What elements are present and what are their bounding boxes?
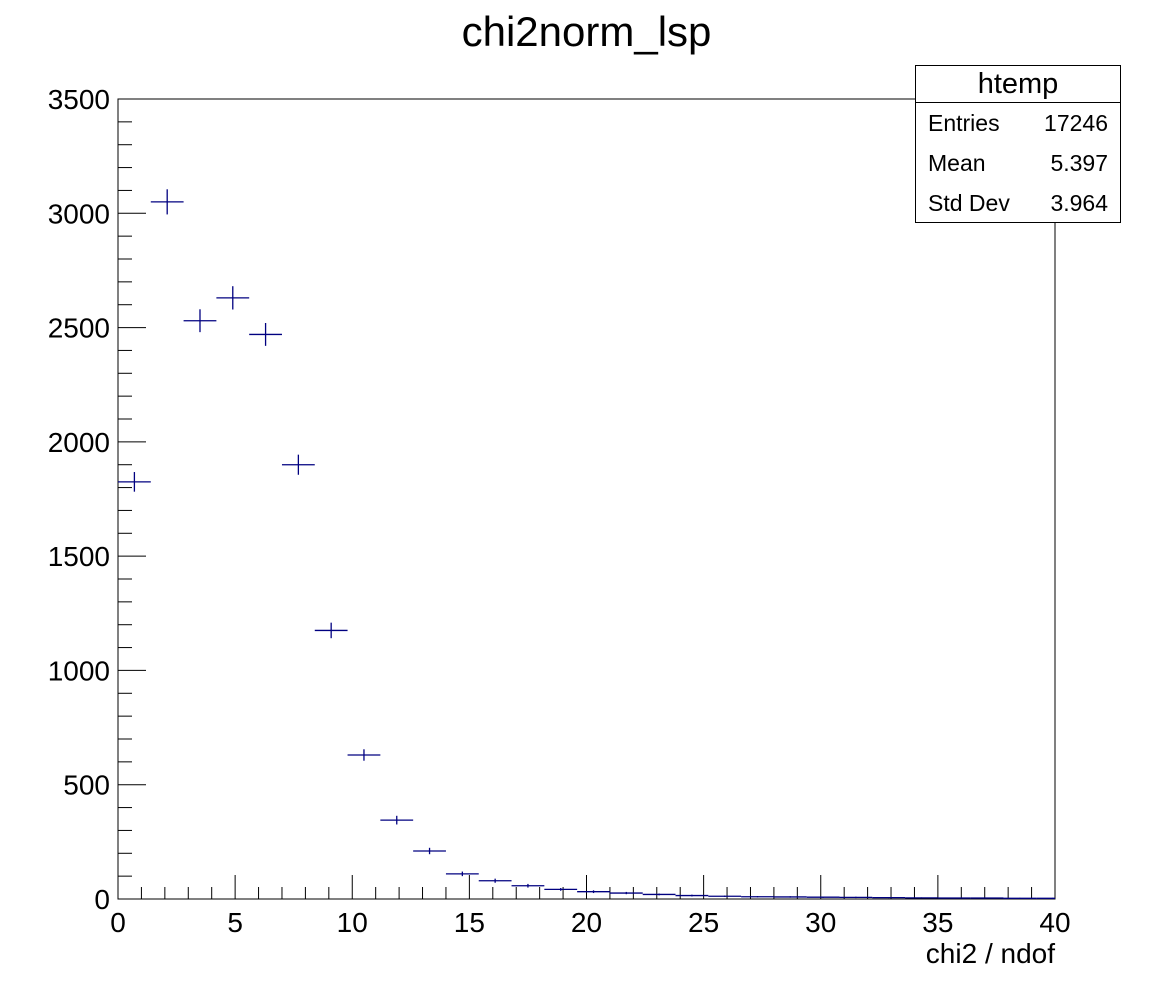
stats-row-stddev: Std Dev 3.964 <box>916 183 1120 223</box>
stats-value: 17246 <box>1044 110 1108 136</box>
data-point <box>478 878 512 883</box>
y-tick-label: 500 <box>63 770 110 801</box>
data-point <box>1003 897 1037 899</box>
data-point <box>347 749 381 761</box>
data-point <box>773 896 807 898</box>
x-tick-label: 0 <box>110 907 126 938</box>
chart-title: chi2norm_lsp <box>461 8 712 55</box>
data-point <box>281 454 315 475</box>
y-tick-label: 2000 <box>48 427 110 458</box>
axes: 0 5 10 15 20 25 30 35 40 0 500 1000 1500 2000 2500 3000… <box>48 84 1071 938</box>
y-tick-label: 3000 <box>48 198 110 229</box>
data-point <box>413 847 446 855</box>
data-point <box>150 189 184 215</box>
stats-label: Mean <box>928 150 986 176</box>
x-axis-label: chi2 / ndof <box>925 938 1055 969</box>
stats-label: Std Dev <box>928 190 1010 216</box>
data-point <box>642 893 676 896</box>
stats-label: Entries <box>928 110 1000 136</box>
data-markers <box>118 189 1055 899</box>
x-tick-label: 40 <box>1039 907 1070 938</box>
data-point <box>314 622 348 639</box>
data-point <box>544 888 578 891</box>
x-tick-label: 20 <box>571 907 602 938</box>
stats-row-entries: Entries 17246 <box>916 103 1120 143</box>
data-point <box>741 896 774 898</box>
x-tick-label: 25 <box>688 907 719 938</box>
x-tick-label: 5 <box>227 907 243 938</box>
y-tick-label: 2500 <box>48 313 110 344</box>
data-point <box>577 890 610 894</box>
data-point <box>216 286 250 310</box>
data-point <box>708 895 742 897</box>
data-point <box>806 896 840 898</box>
x-tick-label: 10 <box>337 907 368 938</box>
x-tick-label: 35 <box>922 907 953 938</box>
data-point <box>872 896 906 899</box>
stats-box-title: htemp <box>916 66 1120 103</box>
data-point <box>249 323 282 346</box>
y-tick-label: 1000 <box>48 655 110 686</box>
data-point <box>445 871 479 877</box>
data-point <box>937 897 971 899</box>
stats-box: htemp Entries 17246 Mean 5.397 Std Dev 3… <box>915 65 1121 223</box>
y-tick-label: 3500 <box>48 84 110 115</box>
y-tick-label: 1500 <box>48 541 110 572</box>
data-point <box>511 883 545 888</box>
data-point <box>905 897 938 899</box>
data-point <box>380 815 414 825</box>
data-point <box>675 894 709 897</box>
y-tick-label: 0 <box>94 884 110 915</box>
stats-value: 5.397 <box>1050 150 1108 176</box>
stats-row-mean: Mean 5.397 <box>916 143 1120 183</box>
data-point <box>970 897 1004 899</box>
x-tick-label: 15 <box>454 907 485 938</box>
data-point <box>609 891 643 895</box>
data-point <box>839 896 873 899</box>
data-point <box>1036 897 1055 899</box>
data-point <box>118 472 151 492</box>
data-point <box>183 309 217 333</box>
stats-value: 3.964 <box>1050 190 1108 216</box>
x-tick-label: 30 <box>805 907 836 938</box>
